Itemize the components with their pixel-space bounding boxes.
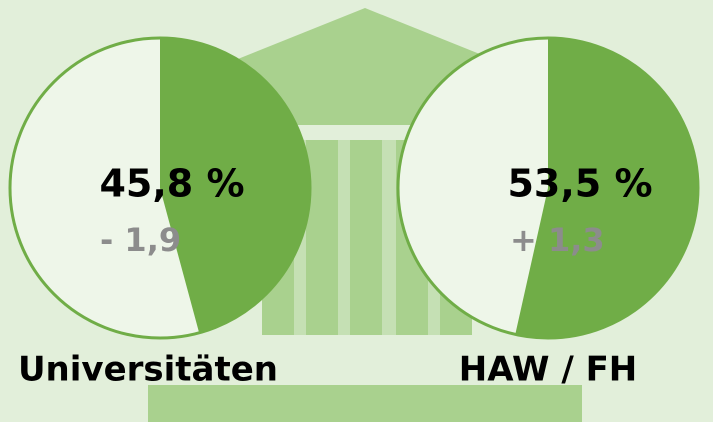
column bbox=[350, 140, 382, 335]
base bbox=[148, 385, 582, 422]
category-label: Universitäten bbox=[18, 350, 278, 390]
pie-slice bbox=[160, 38, 310, 333]
value-label: 53,5 % bbox=[507, 162, 652, 206]
change-label: + 1,3 bbox=[510, 221, 605, 259]
column bbox=[306, 140, 338, 335]
pie-slice bbox=[515, 38, 698, 338]
category-label: HAW / FH bbox=[459, 350, 638, 390]
change-label: - 1,9 bbox=[100, 221, 181, 259]
value-label: 45,8 % bbox=[99, 162, 244, 206]
